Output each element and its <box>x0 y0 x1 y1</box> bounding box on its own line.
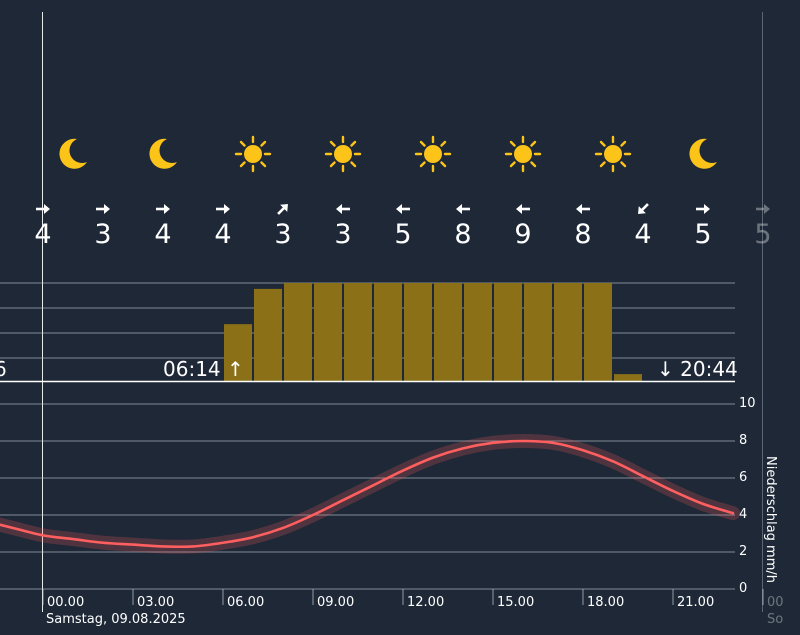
sunshine-bar <box>374 283 402 381</box>
y-tick-label: 6 <box>739 470 748 485</box>
wind-direction-icon <box>277 204 288 215</box>
y-tick-label: 0 <box>739 581 748 596</box>
sunshine-bar <box>554 283 582 381</box>
next-day-label: So <box>767 612 784 627</box>
precipitation-uncertainty-band <box>0 433 740 554</box>
sunrise-arrow-icon: ↑ <box>227 357 244 381</box>
sun-icon <box>503 134 543 174</box>
wind-speed: 5 <box>754 219 772 250</box>
sunshine-bar <box>614 374 642 381</box>
x-tick-label: 18.00 <box>587 595 625 610</box>
wind-direction-icon <box>36 204 50 214</box>
wind-speed: 3 <box>334 219 352 250</box>
sunshine-bar <box>404 283 432 381</box>
wind-direction-icon <box>336 204 350 214</box>
sunshine-bar <box>314 283 342 381</box>
wind-speed: 8 <box>574 219 592 250</box>
sunshine-bar <box>284 283 312 381</box>
wind-direction-icon <box>96 204 110 214</box>
x-tick-label: 15.00 <box>497 595 535 610</box>
sunshine-bar <box>524 283 552 381</box>
wind-cell: 3 <box>263 198 303 250</box>
wind-direction-icon <box>456 204 470 214</box>
sunset-time: ↓ 20:44 <box>657 357 738 381</box>
date-label: Samstag, 09.08.2025 <box>46 612 186 627</box>
moon-icon <box>0 134 3 174</box>
wind-direction-icon <box>638 203 649 214</box>
moon-icon <box>143 134 183 174</box>
sunshine-left-label: 6 <box>0 357 7 381</box>
x-tick-label: 00.00 <box>47 595 85 610</box>
wind-speed: 5 <box>694 219 712 250</box>
sunshine-bar <box>584 283 612 381</box>
precipitation-line <box>0 439 735 549</box>
wind-cell: 4 <box>23 198 63 250</box>
wind-speed: 8 <box>454 219 472 250</box>
x-tick-label: 06.00 <box>227 595 265 610</box>
x-tick-label: 09.00 <box>317 595 355 610</box>
wind-cell: 5 <box>683 198 723 250</box>
wind-direction-icon <box>756 204 770 214</box>
wind-cell: 4 <box>143 198 183 250</box>
sun-icon <box>413 134 453 174</box>
sunset-label: 20:44 <box>680 357 738 381</box>
wind-cell: 8 <box>443 198 483 250</box>
y-axis-title: Niederschlag mm/h <box>763 456 778 583</box>
moon-icon <box>53 134 93 174</box>
sunshine-bar <box>344 283 372 381</box>
y-tick-label: 4 <box>739 507 748 522</box>
wind-direction-icon <box>516 204 530 214</box>
precipitation-chart <box>0 403 764 605</box>
sun-icon <box>233 134 273 174</box>
sun-icon <box>323 134 363 174</box>
wind-direction-icon <box>216 204 230 214</box>
wind-speed: 4 <box>34 219 52 250</box>
sunshine-bar <box>254 288 282 381</box>
wind-speed: 3 <box>94 219 112 250</box>
wind-speed: 4 <box>214 219 232 250</box>
sunset-arrow-icon: ↓ <box>657 357 674 381</box>
current-time-line <box>42 12 43 612</box>
day-boundary-line <box>762 12 763 612</box>
sunshine-bar <box>494 283 522 381</box>
wind-cell: 8 <box>563 198 603 250</box>
wind-speed: 9 <box>514 219 532 250</box>
x-tick-label: 12.00 <box>407 595 445 610</box>
wind-speed: 3 <box>274 219 292 250</box>
wind-direction-icon <box>576 204 590 214</box>
sunshine-bar <box>464 283 492 381</box>
sun-icon <box>593 134 633 174</box>
y-tick-label: 8 <box>739 433 748 448</box>
wind-direction-icon <box>696 204 710 214</box>
wind-cell: 3 <box>323 198 363 250</box>
wind-cell: 5 <box>743 198 783 250</box>
sunrise-label: 06:14 <box>163 357 221 381</box>
sunshine-chart <box>0 282 735 383</box>
wind-speed: 5 <box>394 219 412 250</box>
wind-speed: 4 <box>634 219 652 250</box>
y-tick-label: 2 <box>739 544 748 559</box>
y-tick-label: 10 <box>739 396 756 411</box>
wind-speed: 4 <box>154 219 172 250</box>
next-day-tick: 00 <box>767 595 784 610</box>
wind-cell: 9 <box>503 198 543 250</box>
sunshine-bar <box>224 324 252 381</box>
moon-icon <box>683 134 723 174</box>
x-tick-label: 21.00 <box>677 595 715 610</box>
wind-cell: 4 <box>623 198 663 250</box>
wind-direction-icon <box>396 204 410 214</box>
wind-cell: 4 <box>203 198 243 250</box>
sunrise-time: 06:14 ↑ <box>163 357 244 381</box>
wind-cell: 5 <box>383 198 423 250</box>
x-tick-label: 03.00 <box>137 595 175 610</box>
wind-direction-icon <box>156 204 170 214</box>
sunshine-bar <box>434 283 462 381</box>
wind-cell: 3 <box>83 198 123 250</box>
